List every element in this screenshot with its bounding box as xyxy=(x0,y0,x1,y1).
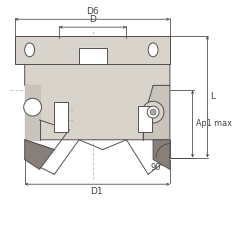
Bar xyxy=(15,36,170,64)
Ellipse shape xyxy=(148,43,158,57)
Circle shape xyxy=(147,106,159,118)
Bar xyxy=(138,106,152,132)
Circle shape xyxy=(150,109,156,115)
Polygon shape xyxy=(153,140,170,169)
Polygon shape xyxy=(25,85,40,140)
Text: D6: D6 xyxy=(86,7,99,16)
Polygon shape xyxy=(25,64,170,140)
Polygon shape xyxy=(143,85,170,140)
Ellipse shape xyxy=(25,43,35,57)
Bar xyxy=(79,48,107,64)
Text: L: L xyxy=(210,92,215,101)
Text: D1: D1 xyxy=(90,187,103,196)
Text: D: D xyxy=(90,15,96,24)
Circle shape xyxy=(142,101,164,123)
Polygon shape xyxy=(25,140,54,169)
Circle shape xyxy=(24,98,42,116)
Bar xyxy=(54,102,68,132)
Text: Ap1 max: Ap1 max xyxy=(196,120,231,128)
Text: 90°: 90° xyxy=(151,163,165,173)
